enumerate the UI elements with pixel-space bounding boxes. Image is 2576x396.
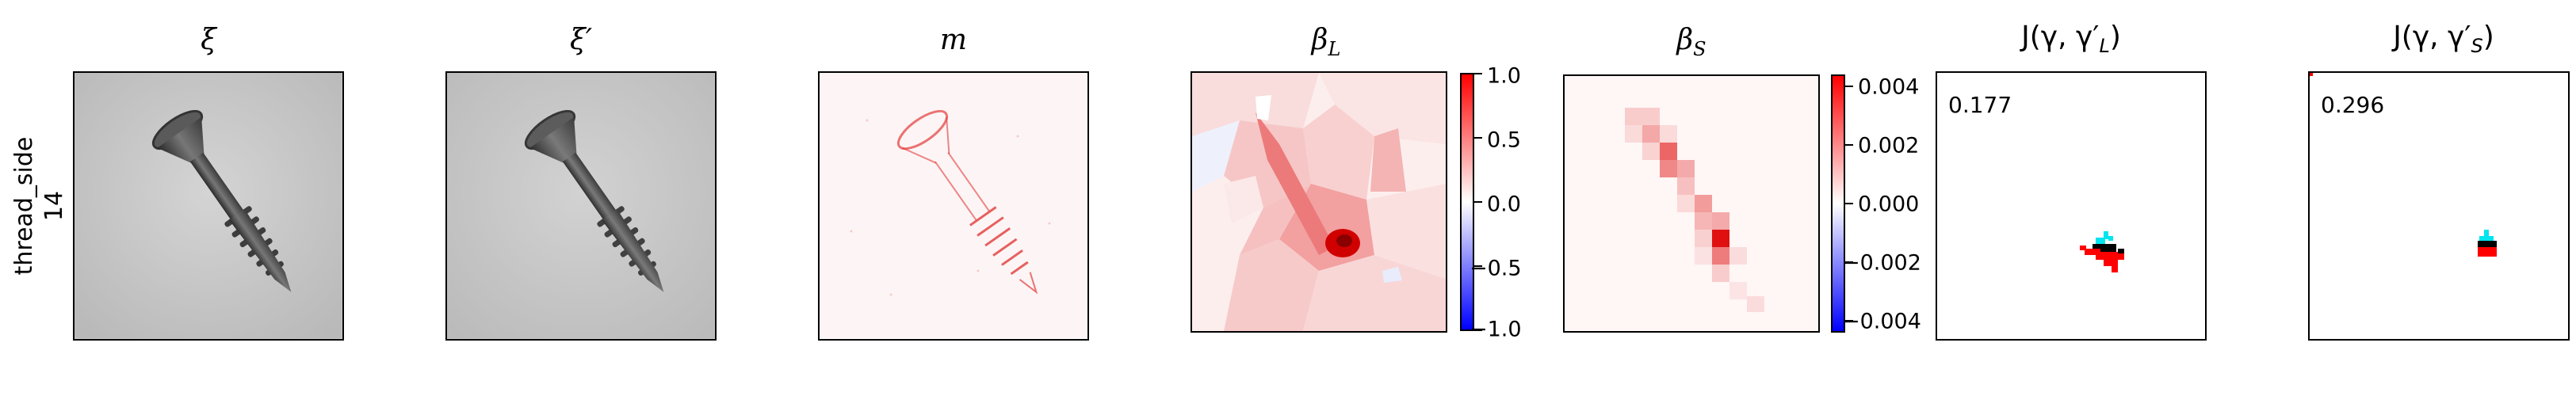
screw-image-reconstruction xyxy=(447,73,714,338)
panel-beta-l-title-main: β xyxy=(1311,24,1328,56)
beta-s-tick-1: 0.004 xyxy=(1858,74,1920,100)
panel-beta-s-title-main: β xyxy=(1676,24,1694,56)
beta-s-tick-2: 0.002 xyxy=(1858,133,1920,158)
beta-l-tick-5: −1.0 xyxy=(1470,317,1522,342)
panel-j-l-title-sub: L xyxy=(2099,35,2110,58)
row-label: thread_side 14 xyxy=(3,71,76,341)
overlap-map-s xyxy=(2310,73,2497,257)
panel-j-s-title-sub: S xyxy=(2471,35,2483,58)
beta-s-heatmap xyxy=(1565,76,1818,331)
panel-j-s-title-end: ) xyxy=(2482,21,2494,53)
panel-m-title: m xyxy=(939,24,968,56)
beta-s-colorbar xyxy=(1831,74,1845,333)
panel-xi-prime-title: ξ′ xyxy=(569,24,592,56)
panel-j-l: J(γ, γ′L) 0.177 xyxy=(1936,0,2207,341)
panel-beta-l-title: βL xyxy=(1191,24,1462,60)
panel-beta-l-image xyxy=(1191,71,1447,333)
panel-xi-prime-image xyxy=(445,71,717,341)
panel-xi-prime: ξ′ xyxy=(445,0,717,341)
panel-j-s-title-main: J(γ, γ′ xyxy=(2393,21,2471,53)
beta-s-tick-3: 0.000 xyxy=(1858,192,1920,217)
beta-s-tick-5: −0.004 xyxy=(1842,309,1921,334)
panel-beta-s-image xyxy=(1563,74,1820,333)
row-label-line2: 14 xyxy=(40,190,68,222)
panel-j-l-image: 0.177 xyxy=(1936,71,2207,341)
overlap-map-l xyxy=(2080,231,2124,272)
panel-beta-s: βS xyxy=(1563,0,1975,341)
panel-xi: ξ xyxy=(73,0,344,341)
beta-l-heatmap xyxy=(1192,73,1446,331)
panel-beta-l-title-sub: L xyxy=(1328,38,1341,61)
panel-xi-title: ξ xyxy=(201,24,216,56)
beta-l-tick-2: 0.5 xyxy=(1487,128,1521,153)
panel-j-s-score: 0.296 xyxy=(2321,92,2385,118)
panel-j-l-score: 0.177 xyxy=(1948,92,2012,118)
panel-m-image xyxy=(818,71,1089,341)
panel-j-s-image: 0.296 xyxy=(2308,71,2570,341)
row-label-text: thread_side 14 xyxy=(10,137,70,276)
panel-xi-image xyxy=(73,71,344,341)
mask-heatmap xyxy=(820,73,1087,338)
panel-j-s-title: J(γ, γ′S) xyxy=(2308,21,2576,57)
panel-beta-s-title-sub: S xyxy=(1693,38,1707,61)
beta-l-colorbar xyxy=(1460,73,1474,331)
row-label-line1: thread_side xyxy=(10,136,38,276)
beta-s-tick-4: −0.002 xyxy=(1842,250,1921,276)
beta-l-tick-4: −0.5 xyxy=(1470,256,1522,281)
panel-j-l-title: J(γ, γ′L) xyxy=(1936,21,2207,57)
panel-beta-s-title: βS xyxy=(1563,24,1820,60)
panel-j-l-title-end: ) xyxy=(2109,21,2121,53)
panel-m: m xyxy=(818,0,1089,341)
panel-j-s: J(γ, γ′S) 0.296 xyxy=(2308,0,2576,341)
beta-l-tick-1: 1.0 xyxy=(1487,63,1521,89)
panel-beta-l: βL xyxy=(1191,0,1587,342)
beta-l-tick-3: 0.0 xyxy=(1487,192,1521,217)
screw-image xyxy=(75,73,342,338)
panel-j-l-title-main: J(γ, γ′ xyxy=(2021,21,2100,53)
